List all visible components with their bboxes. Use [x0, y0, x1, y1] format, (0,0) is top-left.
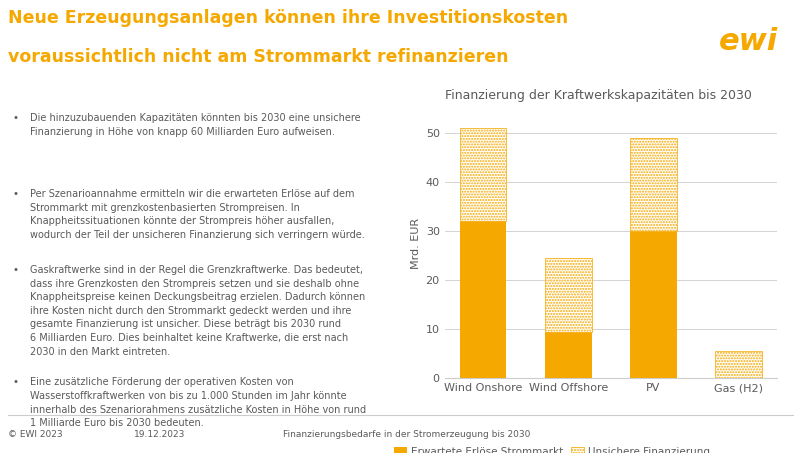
Text: Per Szenarioannahme ermitteln wir die erwarteten Erlöse auf dem
Strommarkt mit g: Per Szenarioannahme ermitteln wir die er… — [30, 189, 364, 240]
Text: voraussichtlich nicht am Strommarkt refinanzieren: voraussichtlich nicht am Strommarkt refi… — [8, 48, 509, 66]
Text: 19.12.2023: 19.12.2023 — [134, 430, 185, 439]
Bar — [715, 352, 762, 378]
Text: © EWI 2023: © EWI 2023 — [8, 430, 62, 439]
Bar — [545, 332, 592, 378]
Text: •: • — [12, 265, 18, 275]
Bar — [545, 258, 592, 332]
Y-axis label: Mrd. EUR: Mrd. EUR — [412, 218, 421, 269]
Bar — [460, 128, 506, 222]
Text: Finanzierung der Kraftwerkskapazitäten bis 2030: Finanzierung der Kraftwerkskapazitäten b… — [445, 89, 751, 102]
Text: Eine zusätzliche Förderung der operativen Kosten von
Wasserstoffkraftwerken von : Eine zusätzliche Förderung der operative… — [30, 377, 366, 428]
Text: Neue Erzeugungsanlagen können ihre Investitionskosten: Neue Erzeugungsanlagen können ihre Inves… — [8, 9, 568, 27]
Text: Die hinzuzubauenden Kapazitäten könnten bis 2030 eine unsichere
Finanzierung in : Die hinzuzubauenden Kapazitäten könnten … — [30, 113, 360, 137]
Text: •: • — [12, 377, 18, 387]
Text: •: • — [12, 113, 18, 123]
Text: Gaskraftwerke sind in der Regel die Grenzkraftwerke. Das bedeutet,
dass ihre Gre: Gaskraftwerke sind in der Regel die Gren… — [30, 265, 365, 357]
Bar — [460, 222, 506, 378]
Text: ewi: ewi — [719, 27, 779, 56]
Legend: Erwartete Erlöse Strommarkt, Unsichere Finanzierung: Erwartete Erlöse Strommarkt, Unsichere F… — [390, 443, 714, 453]
Text: Finanzierungsbedarfe in der Stromerzeugung bis 2030: Finanzierungsbedarfe in der Stromerzeugu… — [283, 430, 530, 439]
Bar — [630, 231, 677, 378]
Text: •: • — [12, 189, 18, 199]
Bar — [630, 138, 677, 231]
